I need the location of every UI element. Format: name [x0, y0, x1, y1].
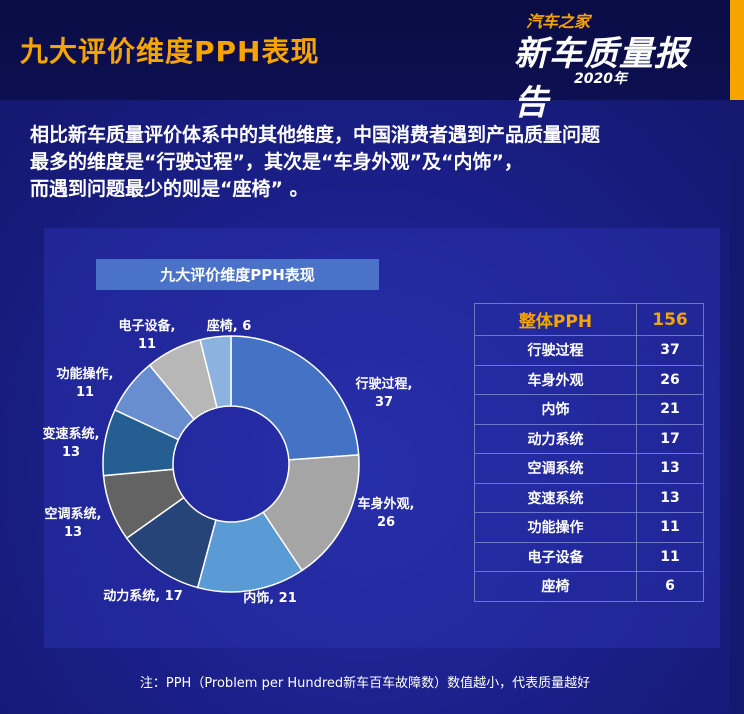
- row-label: 功能操作: [474, 512, 637, 543]
- pph-table: 整体PPH 156 行驶过程 37 车身外观 26 内饰 21 动力系统 17 空调系统…: [474, 303, 704, 602]
- data-label-line: 13: [63, 525, 83, 540]
- table-header-label: 整体PPH: [474, 303, 637, 336]
- slice-body-exterior: [262, 454, 360, 572]
- intro-line: 最多的维度是“行驶过程”，其次是“车身外观”及“内饰”，: [30, 151, 523, 173]
- table-row: 动力系统 17: [474, 423, 704, 454]
- label-function-operation: 功能操作, 11: [50, 366, 120, 402]
- row-value: 13: [636, 482, 704, 513]
- table-row: 变速系统 13: [474, 482, 704, 513]
- row-label: 动力系统: [474, 423, 637, 454]
- row-value: 21: [636, 394, 704, 425]
- intro-line: 相比新车质量评价体系中的其他维度，中国消费者遇到产品质量问题: [30, 124, 601, 146]
- slice-driving: [230, 335, 360, 461]
- table-row: 行驶过程 37: [474, 335, 704, 366]
- data-label-line: 11: [137, 337, 157, 352]
- intro-line: 而遇到问题最少的则是“座椅” 。: [30, 178, 309, 200]
- data-label-line: 座椅, 6: [206, 319, 252, 334]
- data-label-line: 动力系统, 17: [103, 589, 183, 604]
- data-label-line: 13: [61, 445, 81, 460]
- data-label-line: 变速系统,: [42, 427, 100, 442]
- label-transmission: 变速系统, 13: [36, 426, 106, 462]
- header-bar: 九大评价维度PPH表现 汽车之家 新车质量报告 2020年: [0, 0, 744, 123]
- logo-brand: 汽车之家: [526, 12, 591, 31]
- footnote: 注：PPH（Problem per Hundred新车百车故障数）数值越小，代表…: [139, 676, 591, 691]
- logo-year: 2020年: [574, 71, 627, 87]
- accent-bar: [730, 0, 744, 100]
- intro-text: 相比新车质量评价体系中的其他维度，中国消费者遇到产品质量问题 最多的维度是“行驶…: [30, 122, 710, 203]
- label-driving: 行驶过程, 37: [352, 376, 416, 412]
- row-label: 电子设备: [474, 541, 637, 572]
- chart-title: 九大评价维度PPH表现: [96, 259, 379, 290]
- data-label-line: 车身外观,: [357, 497, 415, 512]
- data-label-line: 行驶过程,: [355, 377, 413, 392]
- row-label: 内饰: [474, 394, 637, 425]
- row-value: 11: [636, 541, 704, 572]
- table-row: 内饰 21: [474, 394, 704, 425]
- report-logo: 汽车之家 新车质量报告 2020年: [512, 4, 722, 123]
- slice-seats: [199, 335, 232, 409]
- table-header-row: 整体PPH 156: [474, 303, 704, 336]
- data-label-line: 内饰, 21: [243, 591, 297, 606]
- data-label-line: 空调系统,: [44, 507, 102, 522]
- page-title: 九大评价维度PPH表现: [20, 35, 320, 68]
- table-row: 车身外观 26: [474, 364, 704, 395]
- row-value: 6: [636, 571, 704, 602]
- label-seats: 座椅, 6: [202, 318, 256, 336]
- row-value: 37: [636, 335, 704, 366]
- table-row: 空调系统 13: [474, 453, 704, 484]
- row-value: 17: [636, 423, 704, 454]
- row-label: 空调系统: [474, 453, 637, 484]
- label-air-conditioning: 空调系统, 13: [38, 506, 108, 542]
- label-electronics: 电子设备, 11: [112, 318, 182, 354]
- row-value: 26: [636, 364, 704, 395]
- row-label: 行驶过程: [474, 335, 637, 366]
- row-label: 变速系统: [474, 482, 637, 513]
- table-row: 电子设备 11: [474, 541, 704, 572]
- row-value: 13: [636, 453, 704, 484]
- table-header-value: 156: [636, 303, 704, 336]
- label-body-exterior: 车身外观, 26: [354, 496, 418, 532]
- label-powertrain: 动力系统, 17: [98, 588, 188, 606]
- data-label-line: 26: [376, 515, 396, 530]
- data-label-line: 电子设备,: [118, 319, 176, 334]
- data-label-line: 37: [374, 395, 394, 410]
- table-row: 功能操作 11: [474, 512, 704, 543]
- row-label: 车身外观: [474, 364, 637, 395]
- row-value: 11: [636, 512, 704, 543]
- data-label-line: 功能操作,: [56, 367, 114, 382]
- data-label-line: 11: [75, 385, 95, 400]
- table-row: 座椅 6: [474, 571, 704, 602]
- label-interior: 内饰, 21: [228, 590, 312, 608]
- row-label: 座椅: [474, 571, 637, 602]
- logo-report-name: 新车质量报告: [514, 34, 689, 123]
